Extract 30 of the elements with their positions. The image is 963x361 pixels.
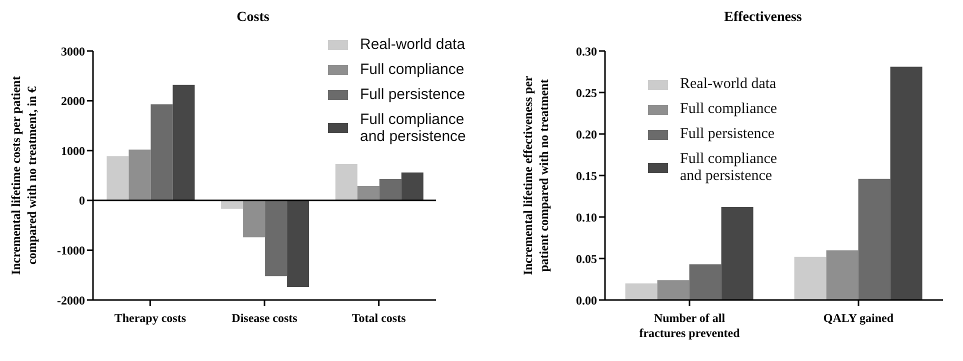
- x-tick-label: Total costs: [352, 311, 406, 325]
- legend-label: Full persistence: [680, 126, 775, 143]
- y-tick-label: 0: [79, 194, 85, 208]
- chart-title: Effectiveness: [724, 10, 802, 25]
- y-tick-label: -2000: [57, 293, 85, 308]
- y-tick-label: 0.00: [576, 293, 597, 308]
- y-axis-title: Incremental lifetime costs per patient compared with no treatment, in €: [9, 75, 39, 275]
- legend-label: Real-world data: [680, 76, 776, 93]
- x-tick-label: Disease costs: [232, 311, 298, 325]
- y-tick-label: 3000: [61, 44, 85, 58]
- legend-label: Full compliance: [360, 61, 464, 78]
- y-tick-label: 0.10: [576, 210, 597, 224]
- legend-label: Full compliance and persistence: [680, 151, 778, 185]
- x-tick-label: Therapy costs: [114, 311, 186, 325]
- y-tick-label: 0.05: [576, 252, 597, 266]
- x-tick-label: QALY gained: [823, 311, 894, 325]
- legend-label: Full persistence: [360, 86, 466, 103]
- chart-title: Costs: [236, 10, 270, 25]
- y-tick-label: 0.15: [576, 168, 597, 183]
- y-axis-title: Incremental lifetime effectiveness per patient compared with no treatment: [521, 75, 551, 276]
- y-tick-label: 0.25: [576, 86, 597, 100]
- x-tick-label: Number of all fractures prevented: [639, 311, 740, 340]
- y-tick-label: 0.20: [576, 127, 597, 142]
- y-tick-label: -1000: [57, 243, 85, 258]
- y-tick-label: 0.30: [576, 44, 597, 58]
- y-tick-label: 1000: [61, 144, 85, 158]
- legend-label: Full compliance: [680, 101, 778, 118]
- legend-label: Full compliance and persistence: [360, 111, 466, 145]
- y-tick-label: 2000: [61, 94, 85, 108]
- legend-label: Real-world data: [360, 36, 466, 53]
